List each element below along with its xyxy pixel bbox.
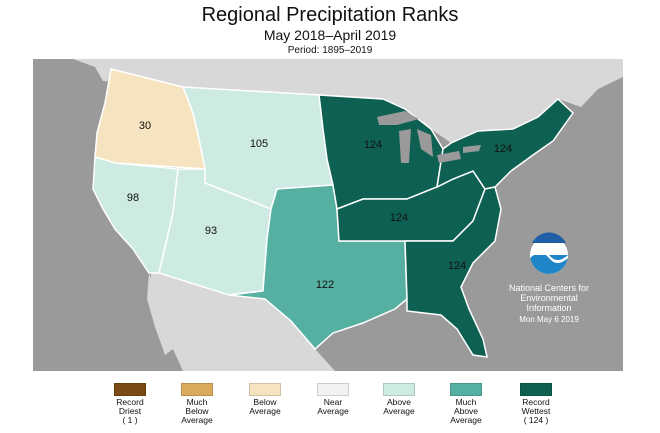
legend-swatch (383, 383, 415, 396)
legend-label: Below Average (249, 397, 281, 416)
legend: Record Driest ( 1 ) Much Below Average B… (0, 383, 660, 433)
legend-item-above-average: Above Average (363, 383, 435, 416)
legend-swatch (450, 383, 482, 396)
credit-date: Mon May 6 2019 (519, 315, 579, 324)
great-lakes (377, 111, 481, 163)
map-subtitle: May 2018–April 2019 (263, 27, 397, 43)
region-northeast (436, 97, 574, 190)
map-title: Regional Precipitation Ranks (201, 4, 459, 26)
legend-swatch (114, 383, 146, 396)
credit-line-1: National Centers for (509, 283, 589, 293)
rank-northwest: 30 (139, 120, 151, 132)
rank-upper-midwest: 124 (364, 139, 382, 151)
rank-west: 98 (127, 192, 139, 204)
legend-item-near-average: Near Average (297, 383, 369, 416)
baja-land (147, 273, 173, 355)
map-period: Period: 1895–2019 (287, 45, 373, 56)
legend-label: Much Above Average (450, 397, 482, 425)
legend-item-much-below-average: Much Below Average (161, 383, 233, 425)
rank-northeast: 124 (494, 143, 512, 155)
rank-west-north-central: 105 (250, 138, 268, 150)
rank-ohio-valley: 124 (390, 212, 408, 224)
rank-southwest: 93 (205, 225, 217, 237)
precipitation-map: 30 105 98 93 122 124 124 124 124 NOAA Na… (33, 59, 623, 371)
legend-item-record-wettest: Record Wettest ( 124 ) (500, 383, 572, 425)
canada-land (73, 59, 623, 143)
mexico-land (151, 271, 335, 371)
rank-southeast: 124 (448, 260, 466, 272)
legend-swatch (249, 383, 281, 396)
legend-item-record-driest: Record Driest ( 1 ) (94, 383, 166, 425)
legend-label: Above Average (383, 397, 415, 416)
svg-text:NOAA: NOAA (539, 246, 560, 253)
legend-swatch (317, 383, 349, 396)
legend-label: Near Average (317, 397, 349, 416)
legend-swatch (181, 383, 213, 396)
region-west (92, 156, 179, 274)
rank-south: 122 (316, 279, 334, 291)
legend-label: Record Driest ( 1 ) (116, 397, 144, 425)
noaa-logo: NOAA (530, 232, 568, 274)
legend-label: Record Wettest ( 124 ) (521, 397, 551, 425)
credit-line-3: Information (526, 303, 571, 313)
legend-item-much-above-average: Much Above Average (430, 383, 502, 425)
legend-label: Much Below Average (181, 397, 213, 425)
legend-swatch (520, 383, 552, 396)
credit-line-2: Environmental (520, 293, 578, 303)
legend-item-below-average: Below Average (229, 383, 301, 416)
region-southeast (404, 186, 502, 358)
